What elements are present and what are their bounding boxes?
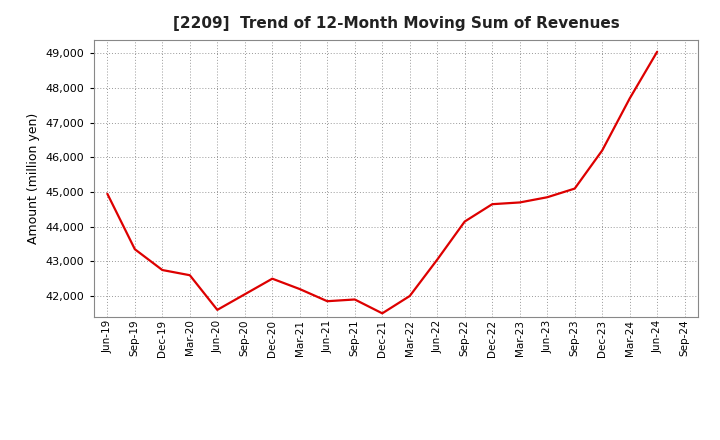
Title: [2209]  Trend of 12-Month Moving Sum of Revenues: [2209] Trend of 12-Month Moving Sum of R…: [173, 16, 619, 32]
Y-axis label: Amount (million yen): Amount (million yen): [27, 113, 40, 244]
